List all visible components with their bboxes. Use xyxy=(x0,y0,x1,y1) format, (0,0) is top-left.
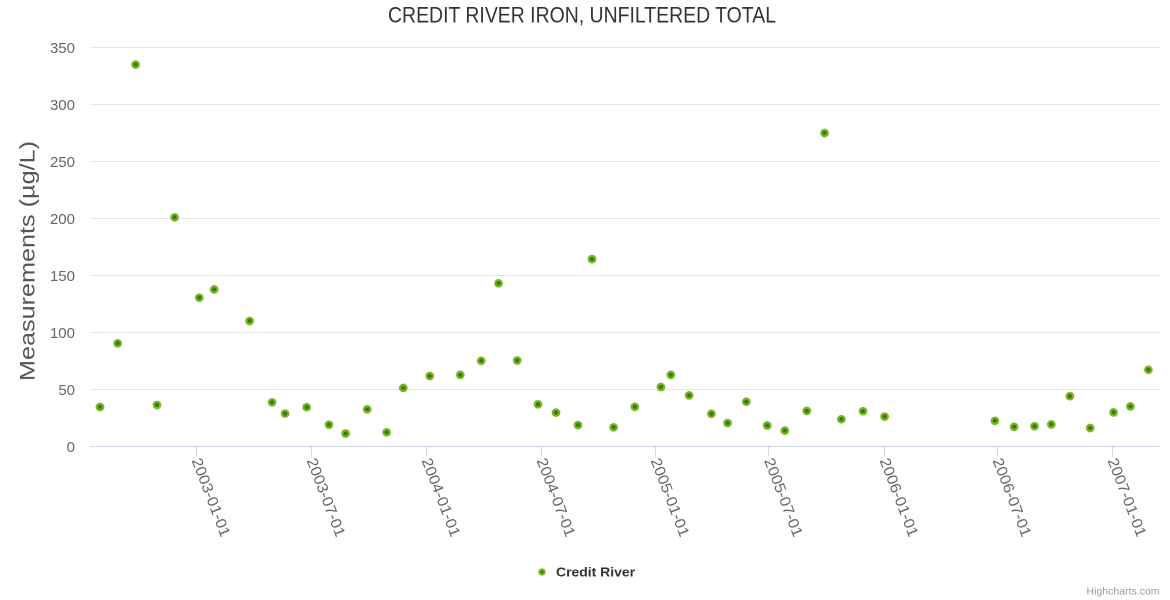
svg-text:Highcharts.com: Highcharts.com xyxy=(1087,586,1160,598)
svg-text:100: 100 xyxy=(50,325,75,342)
svg-text:CREDIT RIVER IRON, UNFILTERED: CREDIT RIVER IRON, UNFILTERED TOTAL xyxy=(388,3,776,28)
svg-text:250: 250 xyxy=(50,154,75,171)
svg-text:Credit River: Credit River xyxy=(556,565,635,580)
svg-text:50: 50 xyxy=(58,382,75,399)
svg-text:350: 350 xyxy=(50,40,75,57)
svg-text:300: 300 xyxy=(50,97,75,114)
svg-text:Measurements (µg/L): Measurements (µg/L) xyxy=(17,141,40,381)
svg-text:200: 200 xyxy=(50,211,75,228)
svg-text:150: 150 xyxy=(50,268,75,285)
svg-text:0: 0 xyxy=(67,439,75,456)
